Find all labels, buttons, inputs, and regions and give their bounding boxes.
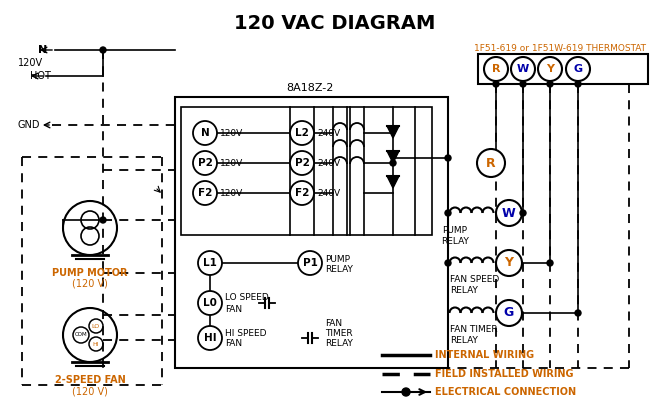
Text: 120V: 120V <box>18 58 43 68</box>
Text: L2: L2 <box>295 128 309 138</box>
Text: 240V: 240V <box>317 129 340 137</box>
Circle shape <box>198 251 222 275</box>
Circle shape <box>496 250 522 276</box>
Circle shape <box>290 151 314 175</box>
Circle shape <box>520 210 526 216</box>
Text: PUMP: PUMP <box>325 254 350 264</box>
Text: F2: F2 <box>198 188 212 198</box>
Text: 120V: 120V <box>220 189 243 197</box>
Circle shape <box>445 210 451 216</box>
Circle shape <box>198 291 222 315</box>
Circle shape <box>445 260 451 266</box>
Text: HI SPEED: HI SPEED <box>225 328 267 337</box>
Text: L1: L1 <box>203 258 217 268</box>
Text: 8A18Z-2: 8A18Z-2 <box>286 83 334 93</box>
Text: HI: HI <box>204 333 216 343</box>
Text: HI: HI <box>92 341 99 347</box>
Text: FAN SPEED: FAN SPEED <box>450 275 499 284</box>
Text: (120 V): (120 V) <box>72 279 108 289</box>
Circle shape <box>547 81 553 87</box>
Text: RELAY: RELAY <box>441 237 469 246</box>
Text: 2-SPEED FAN: 2-SPEED FAN <box>55 375 125 385</box>
Circle shape <box>290 181 314 205</box>
Text: Y: Y <box>505 256 513 269</box>
Circle shape <box>484 57 508 81</box>
Polygon shape <box>387 176 399 188</box>
Polygon shape <box>387 151 399 163</box>
Circle shape <box>493 81 499 87</box>
Text: FAN: FAN <box>225 305 242 313</box>
Text: P1: P1 <box>303 258 318 268</box>
Text: TIMER: TIMER <box>325 328 352 337</box>
Text: PUMP MOTOR: PUMP MOTOR <box>52 268 128 278</box>
Circle shape <box>100 217 106 223</box>
Circle shape <box>298 251 322 275</box>
Text: RELAY: RELAY <box>450 336 478 345</box>
Text: N: N <box>200 128 209 138</box>
Text: P2: P2 <box>198 158 212 168</box>
Circle shape <box>538 57 562 81</box>
Text: FAN: FAN <box>325 318 342 328</box>
Text: 120V: 120V <box>220 158 243 168</box>
Text: RELAY: RELAY <box>450 286 478 295</box>
Text: G: G <box>504 307 514 320</box>
Circle shape <box>520 81 526 87</box>
Text: W: W <box>502 207 516 220</box>
Text: G: G <box>574 64 582 74</box>
Text: 240V: 240V <box>317 158 340 168</box>
Text: 120 VAC DIAGRAM: 120 VAC DIAGRAM <box>234 14 436 33</box>
Text: INTERNAL WIRING: INTERNAL WIRING <box>435 350 534 360</box>
Circle shape <box>402 388 410 396</box>
Text: RELAY: RELAY <box>325 339 353 347</box>
Text: 120V: 120V <box>220 129 243 137</box>
Text: F2: F2 <box>295 188 309 198</box>
Text: ELECTRICAL CONNECTION: ELECTRICAL CONNECTION <box>435 387 576 397</box>
Circle shape <box>193 151 217 175</box>
Text: HOT: HOT <box>30 71 51 81</box>
Text: R: R <box>486 157 496 170</box>
Polygon shape <box>387 126 399 138</box>
Circle shape <box>575 310 581 316</box>
Text: Y: Y <box>546 64 554 74</box>
Text: P2: P2 <box>295 158 310 168</box>
Circle shape <box>547 260 553 266</box>
Circle shape <box>390 160 396 166</box>
Circle shape <box>575 81 581 87</box>
Text: 240V: 240V <box>317 189 340 197</box>
Circle shape <box>193 181 217 205</box>
Text: FIELD INSTALLED WIRING: FIELD INSTALLED WIRING <box>435 369 574 379</box>
Text: LO SPEED: LO SPEED <box>225 293 269 303</box>
Text: 1F51-619 or 1F51W-619 THERMOSTAT: 1F51-619 or 1F51W-619 THERMOSTAT <box>474 44 646 52</box>
Text: GND: GND <box>18 120 40 130</box>
Bar <box>181 107 432 235</box>
Text: FAN: FAN <box>225 339 242 349</box>
Circle shape <box>290 121 314 145</box>
Circle shape <box>193 121 217 145</box>
Circle shape <box>100 47 106 53</box>
Text: FAN TIMER: FAN TIMER <box>450 325 498 334</box>
Circle shape <box>496 300 522 326</box>
Circle shape <box>511 57 535 81</box>
Text: COM: COM <box>74 333 87 337</box>
Circle shape <box>566 57 590 81</box>
Text: R: R <box>492 64 500 74</box>
Circle shape <box>445 155 451 161</box>
Text: PUMP: PUMP <box>442 226 468 235</box>
Text: L0: L0 <box>203 298 217 308</box>
Circle shape <box>198 326 222 350</box>
Circle shape <box>496 200 522 226</box>
Circle shape <box>477 149 505 177</box>
Bar <box>175 97 448 368</box>
Text: (120 V): (120 V) <box>72 386 108 396</box>
Text: W: W <box>517 64 529 74</box>
Text: RELAY: RELAY <box>325 264 353 274</box>
Text: LO: LO <box>92 323 100 328</box>
Bar <box>478 54 648 84</box>
Text: N: N <box>38 45 48 55</box>
